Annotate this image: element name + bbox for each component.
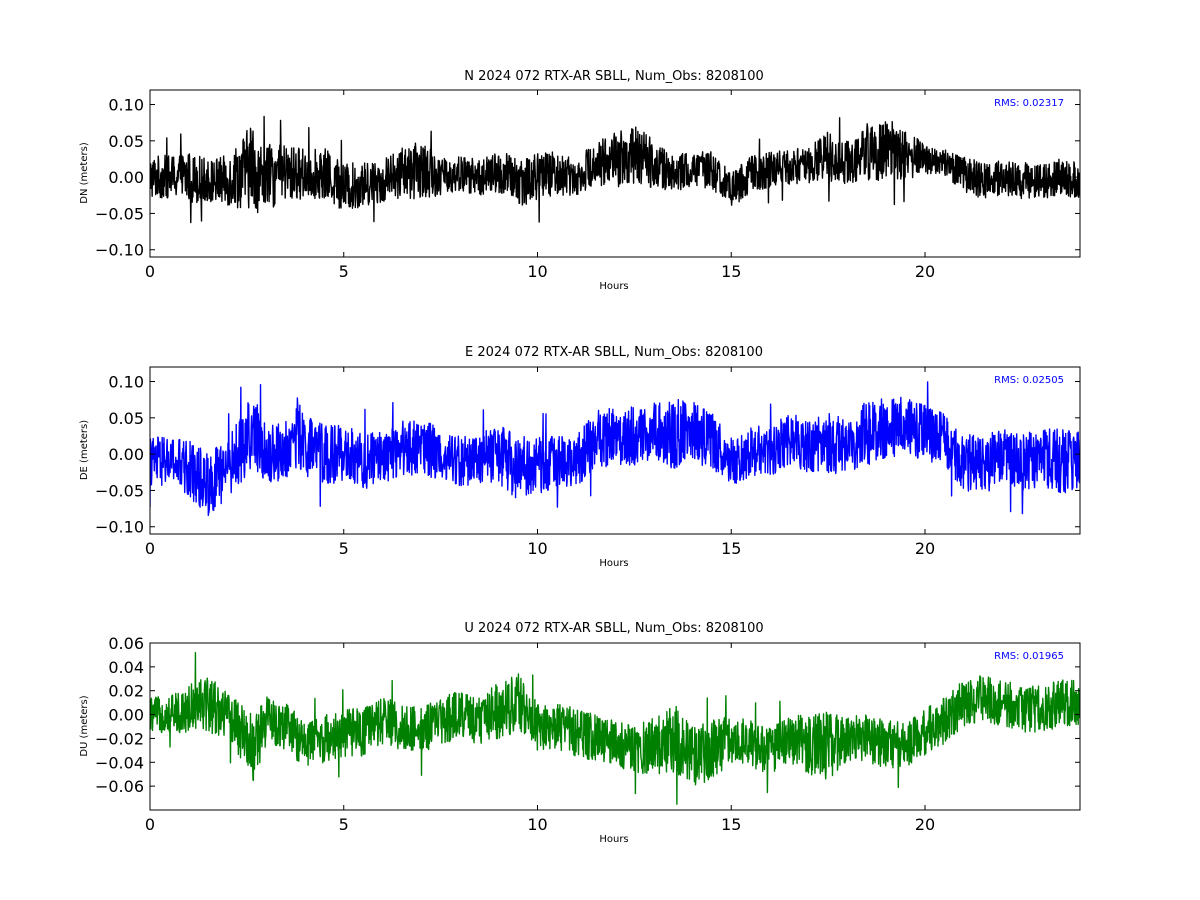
y-tick-label: 0.00 [108, 445, 144, 464]
y-axis-label: DE (meters) [79, 420, 90, 480]
ticks-layer: 0 5 10 15 20 −0.06 −0.04 −0.02 0.00 0.02 0.04 0.06 [95, 634, 1080, 834]
y-tick-label: −0.04 [95, 753, 144, 772]
y-tick-label: 0.04 [108, 658, 144, 677]
y-tick-label: −0.05 [95, 481, 144, 500]
y-axis-label: DN (meters) [79, 142, 90, 204]
chart-title: E 2024 072 RTX-AR SBLL, Num_Obs: 8208100 [465, 345, 763, 360]
x-axis-label: Hours [599, 834, 628, 845]
chart-title: N 2024 072 RTX-AR SBLL, Num_Obs: 8208100 [464, 69, 763, 84]
y-tick-label: 0.10 [108, 373, 144, 392]
y-tick-label: −0.02 [95, 729, 144, 748]
x-tick-label: 0 [145, 815, 155, 834]
y-tick-label: 0.00 [108, 168, 144, 187]
x-axis-label: Hours [599, 558, 628, 569]
x-tick-label: 5 [339, 262, 349, 281]
rms-annotation: RMS: 0.01965 [994, 651, 1064, 662]
plot-frame [149, 89, 1081, 258]
chart-title: U 2024 072 RTX-AR SBLL, Num_Obs: 8208100 [464, 621, 763, 636]
x-tick-label: 15 [721, 815, 741, 834]
x-tick-label: 20 [915, 539, 935, 558]
plot-area [150, 367, 1080, 534]
series-line [150, 115, 1080, 224]
x-tick-label: 20 [915, 815, 935, 834]
panel-east: E 2024 072 RTX-AR SBLL, Num_Obs: 8208100… [79, 345, 1081, 569]
y-tick-label: 0.05 [108, 409, 144, 428]
series-layer [150, 381, 1080, 517]
x-tick-label: 5 [339, 815, 349, 834]
x-tick-label: 0 [145, 262, 155, 281]
x-tick-label: 10 [527, 815, 547, 834]
y-tick-label: −0.10 [95, 518, 144, 537]
x-axis-label: Hours [599, 281, 628, 292]
x-tick-label: 10 [527, 539, 547, 558]
plot-frame [149, 366, 1081, 535]
series-layer [150, 115, 1080, 224]
panel-north: N 2024 072 RTX-AR SBLL, Num_Obs: 8208100… [79, 69, 1081, 292]
x-tick-label: 20 [915, 262, 935, 281]
y-tick-label: 0.02 [108, 682, 144, 701]
x-tick-label: 5 [339, 539, 349, 558]
ticks-layer: 0 5 10 15 20 −0.10 −0.05 0.00 0.05 0.10 [95, 367, 1080, 558]
y-tick-label: 0.10 [108, 96, 144, 115]
series-line [150, 651, 1080, 805]
rms-annotation: RMS: 0.02317 [994, 98, 1064, 109]
y-tick-label: −0.06 [95, 777, 144, 796]
series-layer [150, 651, 1080, 805]
y-tick-label: −0.10 [95, 241, 144, 260]
y-tick-label: 0.06 [108, 634, 144, 653]
y-tick-label: 0.05 [108, 132, 144, 151]
plot-frame [149, 642, 1081, 811]
series-line [150, 381, 1080, 517]
panel-up: U 2024 072 RTX-AR SBLL, Num_Obs: 8208100… [79, 621, 1081, 845]
rms-annotation: RMS: 0.02505 [994, 375, 1064, 386]
y-axis-label: DU (meters) [79, 695, 90, 756]
x-tick-label: 15 [721, 539, 741, 558]
x-tick-label: 15 [721, 262, 741, 281]
x-tick-label: 0 [145, 539, 155, 558]
ticks-layer: 0 5 10 15 20 −0.10 −0.05 0.00 0.05 0.10 [95, 90, 1080, 281]
y-tick-label: 0.00 [108, 706, 144, 725]
x-tick-label: 10 [527, 262, 547, 281]
y-tick-label: −0.05 [95, 204, 144, 223]
